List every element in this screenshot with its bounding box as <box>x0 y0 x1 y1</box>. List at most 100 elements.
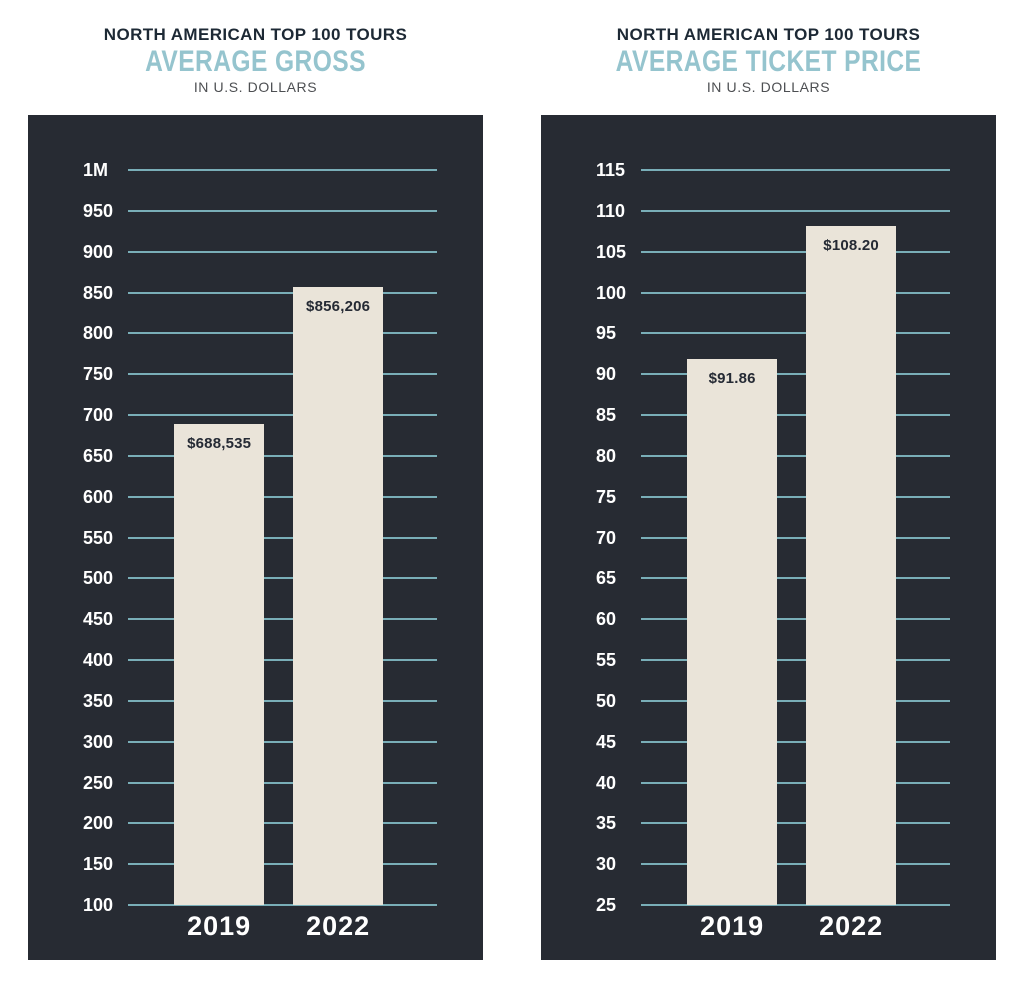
gridline <box>641 699 950 702</box>
y-tick-label: 800 <box>83 323 114 344</box>
gridline <box>641 291 950 294</box>
chart-title: NORTH AMERICAN TOP 100 TOURS <box>616 25 921 44</box>
gridline <box>128 577 437 580</box>
y-tick-label: 50 <box>596 690 617 711</box>
y-tick-label: 95 <box>596 323 617 344</box>
gridline <box>128 822 437 825</box>
x-axis-label: 2019 <box>700 911 765 941</box>
bar-2022: $108.20 <box>806 225 896 905</box>
gridline <box>128 863 437 866</box>
gridline <box>128 373 437 376</box>
gridline <box>128 699 437 702</box>
gridline <box>641 332 950 335</box>
y-tick-label: 25 <box>596 895 617 915</box>
y-tick-label: 80 <box>596 445 617 466</box>
gridline <box>128 904 437 906</box>
chart-panel: 1M 950 900 850 800 750 700 650 600 550 500 450 400 35… <box>28 115 483 960</box>
gridline <box>128 740 437 743</box>
gridline <box>128 454 437 457</box>
average-gross-chart: NORTH AMERICAN TOP 100 TOURS AVERAGE GRO… <box>28 22 483 960</box>
y-tick-label: 115 <box>596 160 626 180</box>
x-axis-label: 2022 <box>819 911 884 941</box>
y-tick-label: 110 <box>596 200 626 221</box>
gridline <box>641 250 950 253</box>
gridline <box>641 414 950 416</box>
y-tick-label: 500 <box>83 568 114 589</box>
gridline <box>128 659 437 661</box>
y-tick-label: 30 <box>596 854 617 875</box>
bar-2022: $856,206 <box>293 287 383 905</box>
gridline <box>128 495 437 498</box>
chart-panel: 115 110 105 100 95 90 85 80 75 70 65 60 55 50 45 40 35 30… <box>541 115 996 960</box>
gridline <box>641 536 950 539</box>
y-tick-label: 100 <box>83 895 114 915</box>
gridline <box>128 618 437 621</box>
y-tick-label: 150 <box>83 854 114 875</box>
gridline <box>641 169 950 171</box>
bar-value-label: $108.20 <box>823 236 879 254</box>
chart-subtitle: AVERAGE TICKET PRICE <box>615 45 922 78</box>
plot-area: 115 110 105 100 95 90 85 80 75 70 65 60 55 50 45 40 35 30… <box>596 161 950 941</box>
chart-title: NORTH AMERICAN TOP 100 TOURS <box>103 25 408 44</box>
bar-2019: $688,535 <box>174 424 264 905</box>
gridline <box>641 659 950 661</box>
chart-header: NORTH AMERICAN TOP 100 TOURS AVERAGE GRO… <box>28 22 483 115</box>
gridline <box>641 209 950 212</box>
chart-subtitle: AVERAGE GROSS <box>145 45 366 78</box>
y-tick-label: 75 <box>596 486 617 507</box>
gridline <box>128 781 437 784</box>
bar-value-label: $91.86 <box>708 369 756 387</box>
gridline <box>641 373 950 376</box>
gridline <box>641 740 950 743</box>
gridline <box>128 536 437 539</box>
infographic: NORTH AMERICAN TOP 100 TOURS AVERAGE GRO… <box>28 22 996 960</box>
gridline <box>128 414 437 416</box>
gridline <box>128 250 437 253</box>
y-tick-label: 85 <box>596 405 617 425</box>
bar-value-label: $688,535 <box>187 435 252 453</box>
gridline <box>641 822 950 825</box>
y-tick-label: 55 <box>596 650 617 670</box>
bar-value-label: $856,206 <box>306 298 371 316</box>
gridline <box>641 781 950 784</box>
y-tick-label: 650 <box>83 445 114 466</box>
chart-unit-label: IN U.S. DOLLARS <box>706 78 831 95</box>
y-tick-label: 450 <box>83 609 114 630</box>
y-tick-label: 35 <box>596 813 617 834</box>
y-tick-label: 105 <box>596 241 627 262</box>
y-tick-label: 200 <box>83 813 114 834</box>
y-tick-label: 700 <box>83 405 114 425</box>
y-tick-label: 850 <box>83 282 114 303</box>
y-tick-label: 65 <box>596 568 617 589</box>
gridline <box>641 618 950 621</box>
bar-2019: $91.86 <box>687 358 777 905</box>
gridline <box>128 291 437 294</box>
y-tick-label: 350 <box>83 690 114 711</box>
gridline <box>641 904 950 906</box>
gridline <box>641 577 950 580</box>
y-tick-label: 950 <box>83 200 114 221</box>
y-tick-label: 250 <box>83 772 114 793</box>
y-tick-label: 60 <box>596 609 617 630</box>
gridline <box>128 332 437 335</box>
y-tick-label: 400 <box>83 650 114 670</box>
y-tick-label: 100 <box>596 282 627 303</box>
y-tick-label: 750 <box>83 364 114 385</box>
y-tick-label: 900 <box>83 241 114 262</box>
gridline <box>641 454 950 457</box>
average-ticket-price-chart: NORTH AMERICAN TOP 100 TOURS AVERAGE TIC… <box>541 22 996 960</box>
gridline <box>128 169 437 171</box>
y-tick-label: 45 <box>596 731 617 752</box>
plot-area: 1M 950 900 850 800 750 700 650 600 550 500 450 400 35… <box>83 161 437 941</box>
gridline <box>128 209 437 212</box>
gridline <box>641 495 950 498</box>
chart-unit-label: IN U.S. DOLLARS <box>193 78 318 95</box>
y-tick-label: 300 <box>83 731 114 752</box>
y-tick-label: 600 <box>83 486 114 507</box>
x-axis-label: 2022 <box>306 911 371 941</box>
y-tick-label: 70 <box>596 527 617 548</box>
chart-header: NORTH AMERICAN TOP 100 TOURS AVERAGE TIC… <box>541 22 996 115</box>
x-axis-label: 2019 <box>187 911 252 941</box>
y-tick-label: 550 <box>83 527 114 548</box>
y-tick-label: 1M <box>83 160 109 180</box>
